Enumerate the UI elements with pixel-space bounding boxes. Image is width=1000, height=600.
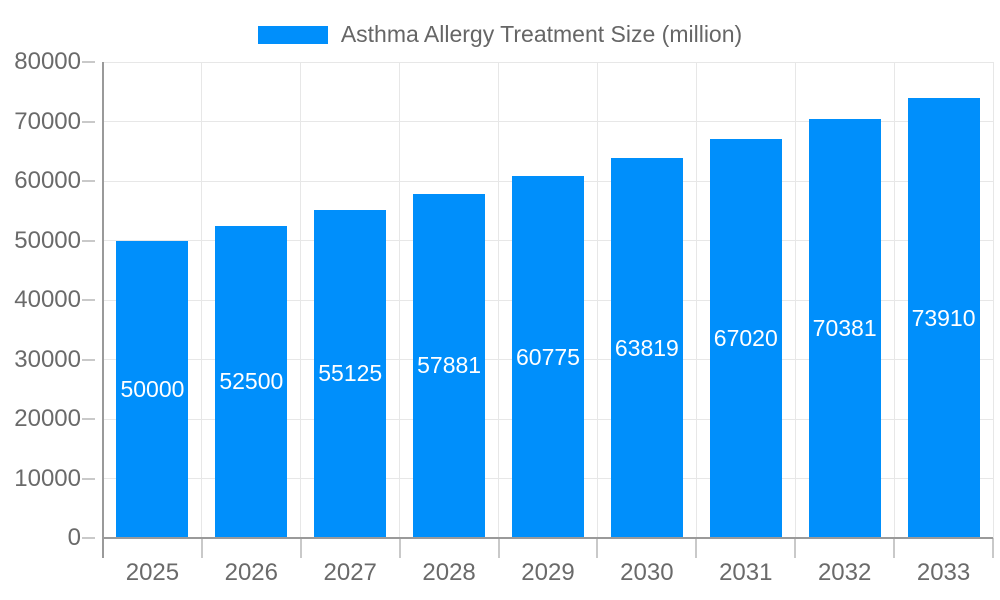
x-tick-label: 2026: [224, 559, 278, 586]
x-tick-label: 2028: [422, 559, 476, 586]
y-axis-tick: [82, 299, 95, 301]
x-axis-tick: [398, 538, 401, 558]
bar-2030: 63819: [610, 158, 683, 538]
y-axis-tick: [82, 537, 95, 539]
bar-value-label: 50000: [120, 375, 185, 402]
gridline-vertical: [794, 62, 796, 538]
x-tick-label: 2030: [620, 559, 674, 586]
y-axis-tick: [82, 120, 95, 123]
gridline-vertical: [399, 62, 401, 538]
gridline-vertical: [893, 62, 895, 538]
y-axis-tick: [82, 61, 95, 63]
x-axis-tick: [893, 538, 896, 558]
x-axis-tick: [695, 538, 698, 558]
y-axis-tick: [82, 418, 95, 420]
y-axis-line: [102, 62, 104, 558]
x-tick-label: 2031: [719, 559, 773, 586]
gridline-horizontal: [103, 61, 993, 63]
x-axis-line: [103, 537, 993, 539]
gridline-vertical: [596, 62, 598, 538]
bar-2025: 50000: [116, 240, 189, 538]
gridline-horizontal: [103, 121, 993, 122]
x-axis-tick: [794, 538, 797, 558]
bar-2031: 67020: [709, 139, 782, 538]
gridline-vertical: [300, 62, 302, 538]
x-axis-tick: [200, 538, 203, 558]
bar-value-label: 63819: [614, 334, 679, 361]
bar-2028: 57881: [413, 193, 486, 538]
y-tick-label: 70000: [14, 107, 81, 135]
gridline-vertical: [201, 62, 203, 538]
bar-2032: 70381: [808, 119, 881, 538]
x-axis-tick: [299, 538, 302, 558]
y-axis-tick: [82, 358, 95, 361]
x-axis-tick: [992, 538, 994, 558]
bar-2033: 73910: [907, 98, 980, 538]
gridline-vertical: [992, 62, 994, 538]
y-tick-label: 50000: [14, 226, 81, 254]
bar-value-label: 57881: [417, 352, 482, 379]
x-axis-tick: [596, 538, 599, 558]
y-axis-tick: [82, 477, 95, 480]
bar-2026: 52500: [215, 225, 288, 538]
x-tick-label: 2032: [817, 559, 872, 586]
bar-2029: 60775: [512, 176, 584, 538]
bar-value-label: 73910: [911, 304, 976, 331]
x-axis-tick: [497, 538, 500, 558]
legend-swatch: [257, 25, 328, 44]
bar-value-label: 52500: [219, 368, 284, 395]
y-tick-label: 30000: [14, 345, 81, 373]
y-tick-label: 80000: [14, 48, 81, 75]
bar-value-label: 55125: [318, 360, 383, 387]
bar-value-label: 67020: [713, 325, 778, 352]
y-tick-label: 60000: [14, 167, 81, 194]
x-tick-label: 2033: [916, 559, 971, 586]
x-tick-label: 2027: [323, 559, 377, 586]
bar-value-label: 70381: [812, 315, 877, 342]
bar-value-label: 60775: [516, 343, 580, 370]
x-tick-label: 2029: [521, 559, 575, 586]
y-axis-tick: [82, 180, 95, 182]
gridline-vertical: [498, 62, 500, 538]
legend-label: Asthma Allergy Treatment Size (million): [340, 21, 743, 47]
legend[interactable]: Asthma Allergy Treatment Size (million): [0, 21, 1000, 48]
y-tick-label: 0: [67, 524, 81, 551]
y-axis-tick: [82, 239, 95, 242]
y-tick-label: 20000: [14, 405, 81, 432]
gridline-vertical: [695, 62, 697, 538]
y-tick-label: 10000: [14, 464, 81, 492]
y-tick-label: 40000: [14, 286, 81, 313]
x-tick-label: 2025: [125, 559, 180, 586]
bar-2027: 55125: [314, 210, 387, 538]
